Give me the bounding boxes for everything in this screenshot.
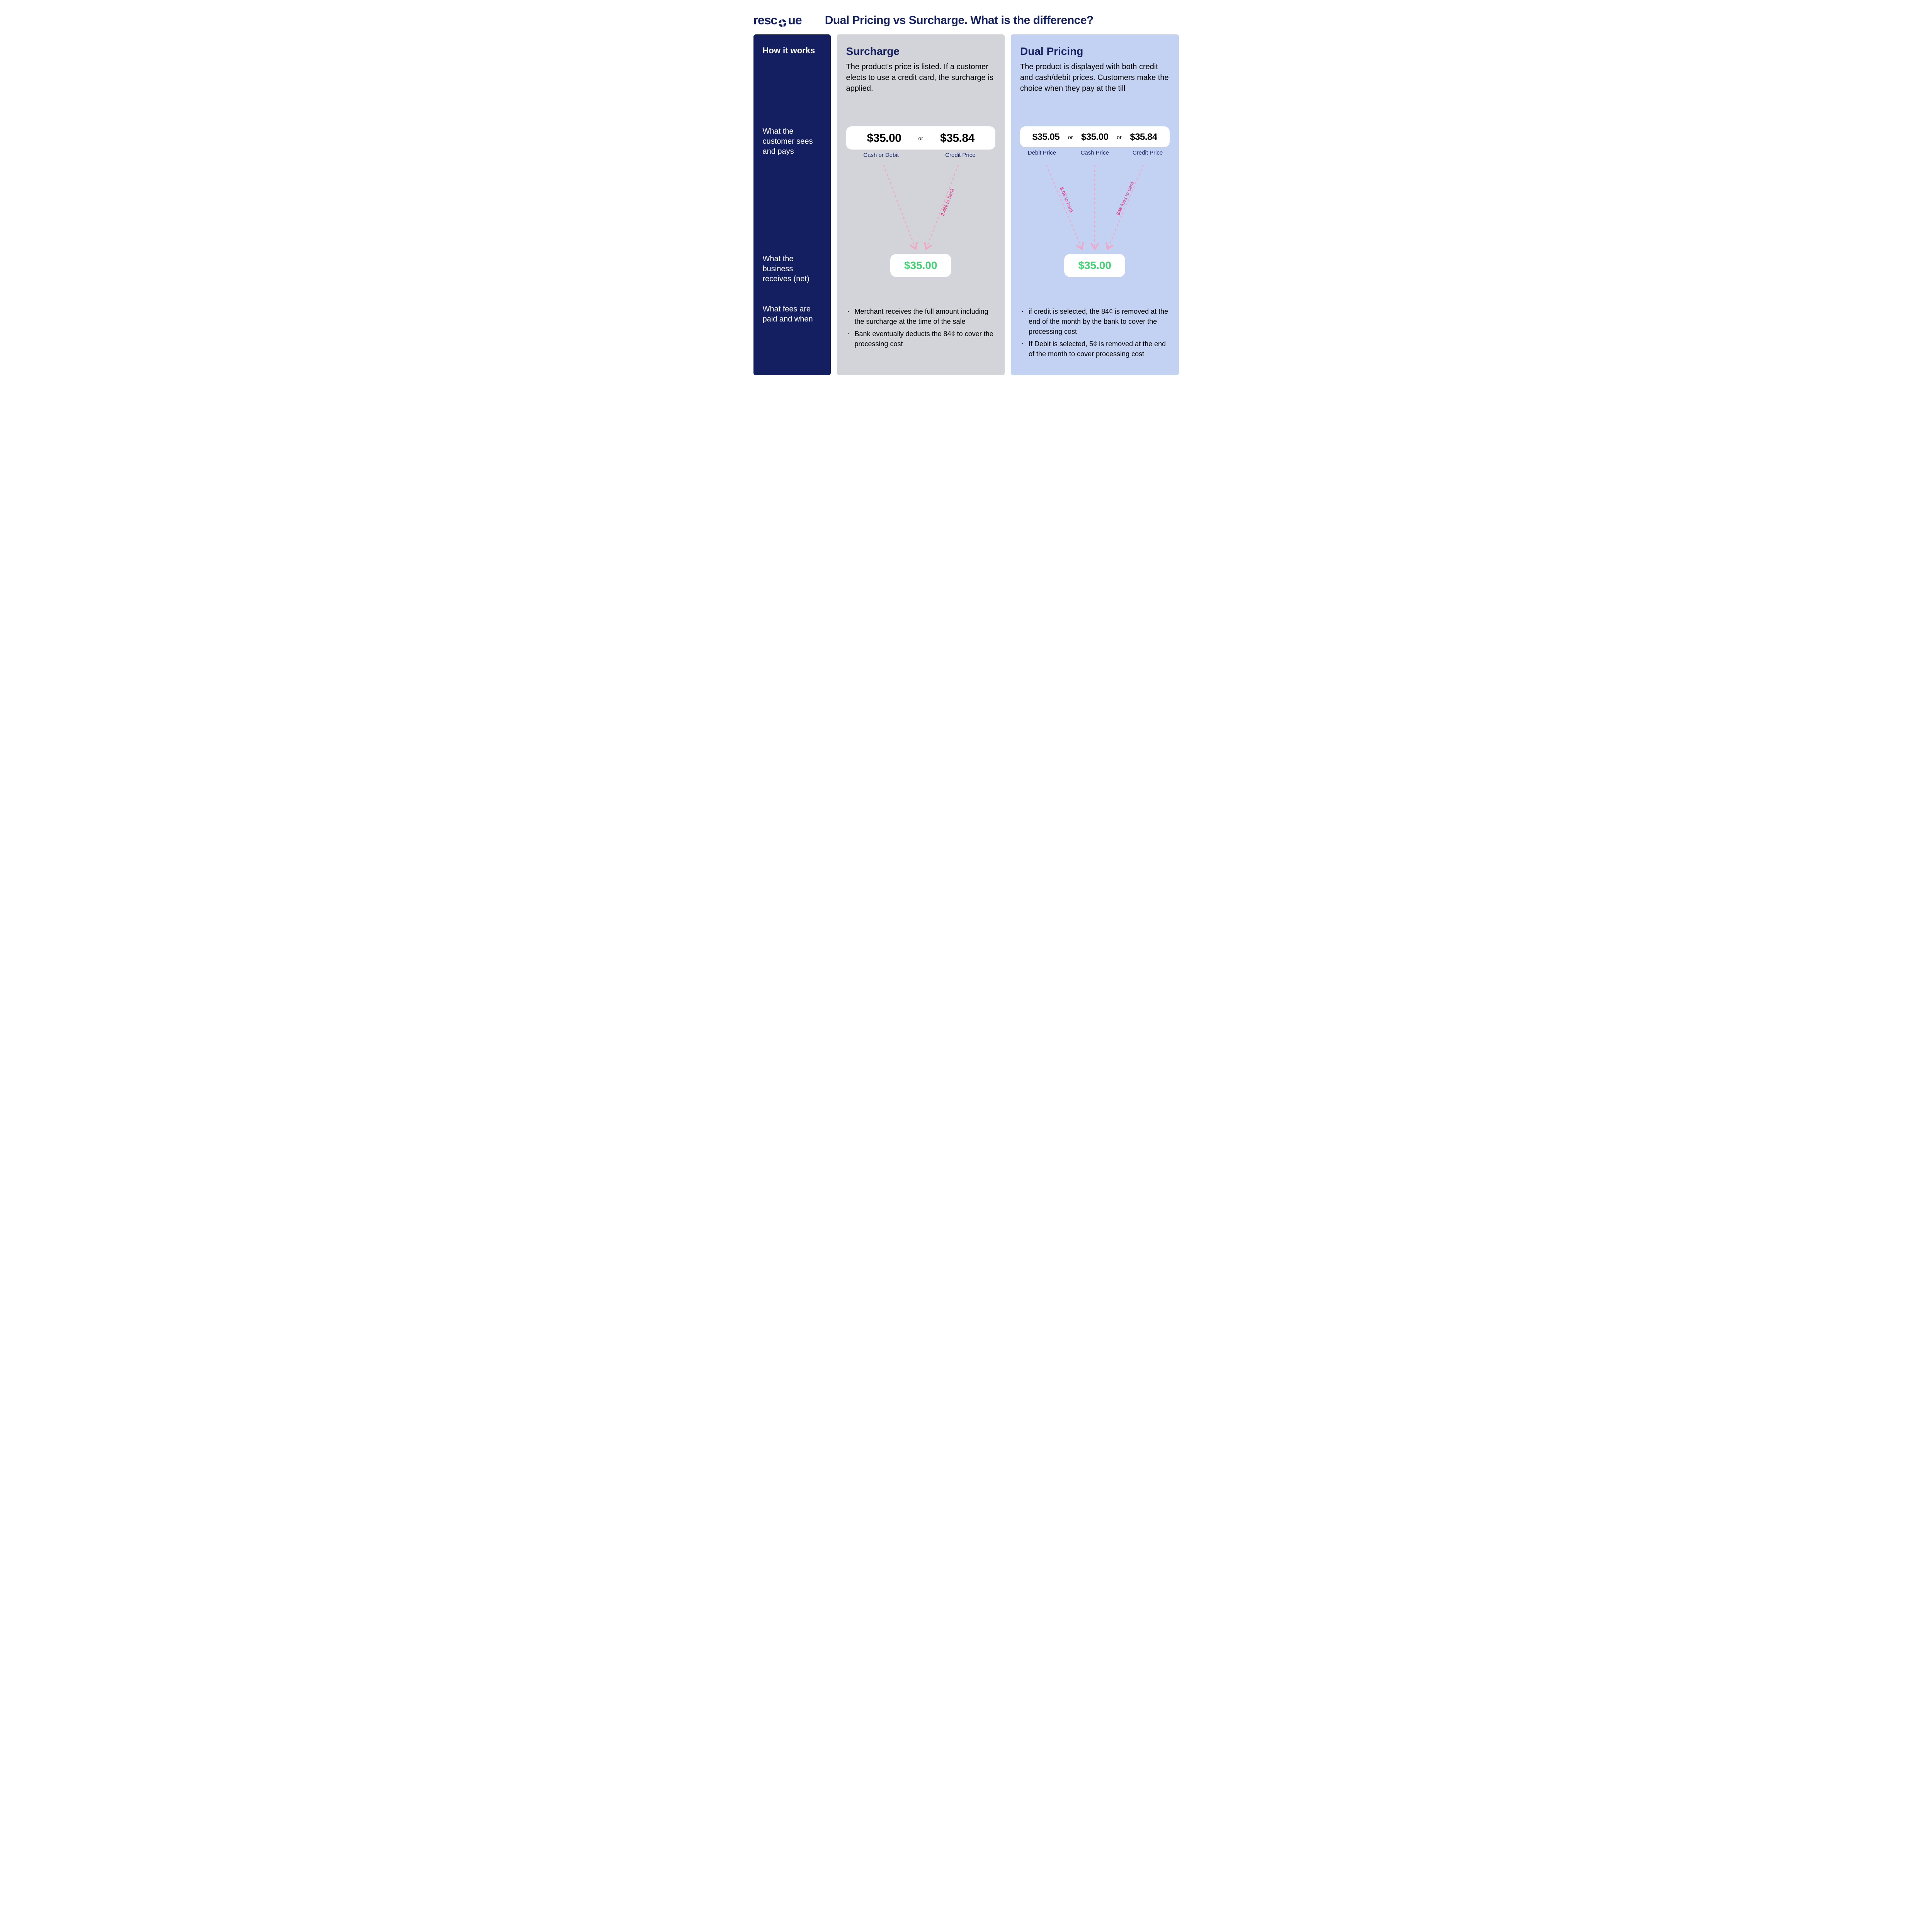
logo-text-1: resc bbox=[753, 13, 777, 27]
logo-plus-icon bbox=[778, 16, 787, 25]
surcharge-price-pill: $35.00 or $35.84 bbox=[846, 126, 996, 150]
surcharge-fees-list: Merchant receives the full amount includ… bbox=[846, 306, 996, 349]
surcharge-net: $35.00 bbox=[890, 254, 951, 277]
dual-caption-cash: Cash Price bbox=[1073, 150, 1117, 156]
label-business-receives: What the business receives (net) bbox=[763, 254, 821, 284]
surcharge-arrows: 2.4% to bank bbox=[846, 159, 996, 254]
surcharge-caption-credit: Credit Price bbox=[925, 152, 995, 158]
dual-desc: The product is displayed with both credi… bbox=[1020, 61, 1170, 94]
dual-arrows: $.05 to bank 84¢ fees to bank bbox=[1020, 159, 1170, 254]
surcharge-desc: The product's price is listed. If a cust… bbox=[846, 61, 996, 94]
comparison-grid: How it works What the customer sees and … bbox=[753, 34, 1179, 375]
surcharge-price-cash: $35.00 bbox=[867, 132, 901, 145]
dual-price-debit: $35.05 bbox=[1032, 132, 1060, 142]
price-or: or bbox=[918, 135, 923, 141]
logo: resc ue bbox=[753, 13, 802, 27]
dual-caption-debit: Debit Price bbox=[1020, 150, 1064, 156]
surcharge-fee-item: Bank eventually deducts the 84¢ to cover… bbox=[855, 329, 996, 349]
header: resc ue Dual Pricing vs Surcharge. What … bbox=[753, 9, 1179, 34]
surcharge-price-credit: $35.84 bbox=[940, 132, 975, 145]
labels-column: How it works What the customer sees and … bbox=[753, 34, 831, 375]
dual-fees-list: if credit is selected, the 84¢ is remove… bbox=[1020, 306, 1170, 359]
page-title: Dual Pricing vs Surcharge. What is the d… bbox=[825, 14, 1094, 27]
dual-fee-item: If Debit is selected, 5¢ is removed at t… bbox=[1029, 339, 1170, 359]
label-fees: What fees are paid and when bbox=[763, 304, 821, 324]
dual-net: $35.00 bbox=[1064, 254, 1125, 277]
dual-title: Dual Pricing bbox=[1020, 45, 1170, 58]
price-or: or bbox=[1117, 134, 1121, 140]
surcharge-fee-item: Merchant receives the full amount includ… bbox=[855, 306, 996, 327]
logo-text-2: ue bbox=[788, 13, 801, 27]
dual-price-pill: $35.05 or $35.00 or $35.84 bbox=[1020, 126, 1170, 147]
dual-price-credit: $35.84 bbox=[1130, 132, 1157, 142]
surcharge-caption-cash: Cash or Debit bbox=[846, 152, 916, 158]
dual-column: Dual Pricing The product is displayed wi… bbox=[1011, 34, 1179, 375]
label-customer-sees: What the customer sees and pays bbox=[763, 126, 821, 156]
price-or: or bbox=[1068, 134, 1073, 140]
surcharge-column: Surcharge The product's price is listed.… bbox=[837, 34, 1005, 375]
dual-price-cash: $35.00 bbox=[1081, 132, 1108, 142]
dual-fee-item: if credit is selected, the 84¢ is remove… bbox=[1029, 306, 1170, 337]
label-how-it-works: How it works bbox=[763, 45, 815, 56]
infographic-frame: resc ue Dual Pricing vs Surcharge. What … bbox=[745, 9, 1187, 384]
dual-caption-credit: Credit Price bbox=[1126, 150, 1170, 156]
surcharge-title: Surcharge bbox=[846, 45, 996, 58]
